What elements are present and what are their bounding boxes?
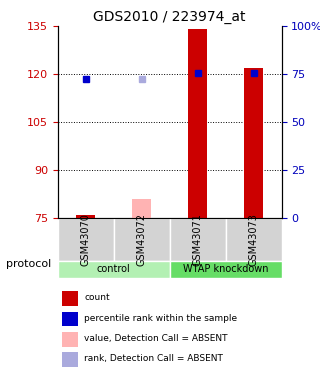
FancyBboxPatch shape	[58, 218, 114, 261]
Title: GDS2010 / 223974_at: GDS2010 / 223974_at	[93, 10, 246, 24]
Text: GSM43073: GSM43073	[249, 213, 259, 266]
Bar	[132, 214, 151, 218]
Bar	[62, 352, 78, 367]
Text: GSM43070: GSM43070	[81, 213, 91, 266]
Text: count: count	[84, 293, 110, 302]
Bar	[188, 30, 207, 218]
Text: control: control	[97, 264, 131, 274]
Bar	[76, 214, 95, 218]
Text: percentile rank within the sample: percentile rank within the sample	[84, 314, 238, 322]
FancyBboxPatch shape	[58, 261, 170, 278]
Text: value, Detection Call = ABSENT: value, Detection Call = ABSENT	[84, 334, 228, 343]
Bar	[62, 333, 78, 347]
Text: rank, Detection Call = ABSENT: rank, Detection Call = ABSENT	[84, 354, 223, 363]
FancyBboxPatch shape	[170, 261, 282, 278]
Text: GSM43072: GSM43072	[137, 213, 147, 266]
Bar	[62, 312, 78, 326]
Bar	[132, 199, 151, 218]
Text: protocol: protocol	[6, 260, 52, 269]
FancyBboxPatch shape	[114, 218, 170, 261]
Bar	[244, 68, 263, 218]
FancyBboxPatch shape	[170, 218, 226, 261]
FancyBboxPatch shape	[226, 218, 282, 261]
Bar	[62, 291, 78, 306]
Text: GSM43071: GSM43071	[193, 213, 203, 266]
Text: WTAP knockdown: WTAP knockdown	[183, 264, 268, 274]
